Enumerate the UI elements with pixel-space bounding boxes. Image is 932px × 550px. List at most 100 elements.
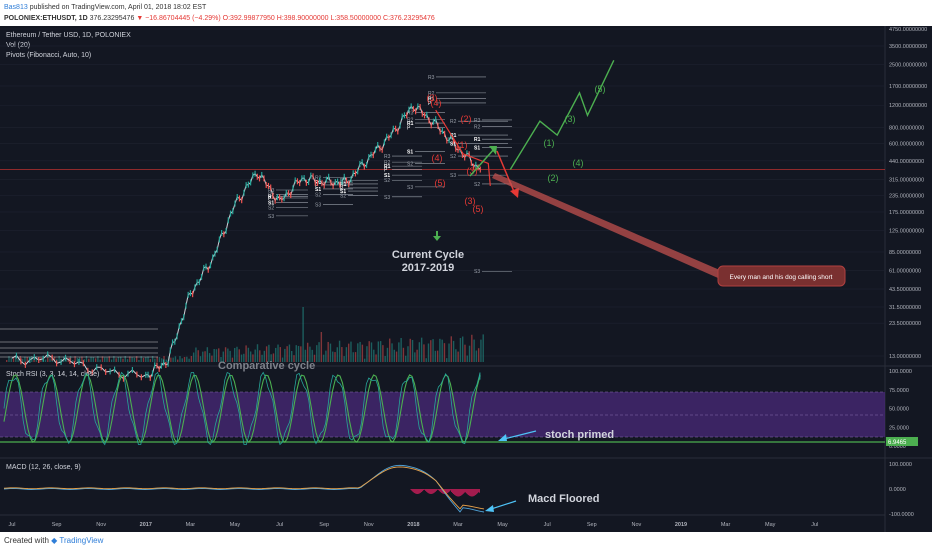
publish-line: Bas813 published on TradingView.com, Apr… xyxy=(4,3,206,13)
volume-bar xyxy=(90,356,92,362)
bull-wave-label: (5) xyxy=(595,84,606,94)
volume-bar xyxy=(284,348,286,362)
bear-wave-label: (3) xyxy=(465,196,476,206)
pivot-label: S2 xyxy=(268,205,274,211)
macd-hist-bar xyxy=(420,489,421,493)
stoch-tick-label: 75.0000 xyxy=(889,388,909,394)
price-series-line xyxy=(11,105,481,380)
volume-bar xyxy=(459,337,462,362)
volume-bar xyxy=(288,344,291,362)
volume-bar xyxy=(236,346,238,362)
macd-hist-bar xyxy=(419,489,420,494)
price-tick-label: 31.50000000 xyxy=(889,305,921,311)
volume-bar xyxy=(357,343,359,362)
footer-text: Created with ◆ TradingView xyxy=(4,536,104,545)
time-tick-label: 2018 xyxy=(407,522,419,528)
volume-bar xyxy=(126,359,129,362)
volume-bar xyxy=(240,354,243,362)
macd-hist-bar xyxy=(466,489,467,494)
volume-bar xyxy=(174,356,177,362)
time-axis: Jul Sep Nov 2017 Mar May Jul Sep Nov 2018 Mar May Ju… xyxy=(8,522,818,528)
macd-hist-bar xyxy=(452,489,453,494)
volume-bar xyxy=(94,358,97,362)
volume-bar xyxy=(338,340,341,362)
pivot-label: S1 xyxy=(268,200,274,206)
volume-bar xyxy=(33,359,35,362)
macd-hist-bar xyxy=(475,489,476,496)
volume-bar xyxy=(208,353,211,362)
price-tick-label: 4750.00000000 xyxy=(889,27,927,33)
macd-hist-bar xyxy=(432,489,433,494)
volume-bar xyxy=(268,344,270,362)
volume-bar xyxy=(261,354,263,362)
price-tick-label: 85.00000000 xyxy=(889,250,921,256)
volume-bar xyxy=(471,334,473,362)
volume-bar xyxy=(361,344,364,362)
volume-bar xyxy=(58,356,60,362)
volume-bar xyxy=(213,349,215,362)
volume-bar xyxy=(359,341,361,362)
bear-wave-label: (2) xyxy=(461,114,472,124)
volume-bar xyxy=(108,356,110,362)
author-link[interactable]: Bas813 xyxy=(4,4,28,11)
callout-text: Every man and his dog calling short xyxy=(730,274,833,281)
macd-hist-bar xyxy=(477,489,478,494)
volume-bar xyxy=(188,358,190,362)
volume-bar xyxy=(402,347,405,362)
volume-bar xyxy=(106,357,108,362)
stoch-axis: 100.0000 75.0000 50.0000 25.0000 0.0000 xyxy=(889,369,912,450)
macd-hist-bar xyxy=(454,489,455,495)
volume-bar xyxy=(473,339,475,362)
pivot-label: S2 xyxy=(315,192,321,198)
pivot-label: S1 xyxy=(407,150,413,156)
symbol-text: POLONIEX:ETHUSDT, 1D xyxy=(4,15,88,22)
pivot-label: R1 xyxy=(315,180,322,186)
macd-hist-bar xyxy=(430,489,431,494)
chart-area[interactable]: Ethereum / Tether USD, 1D, POLONIEX Vol … xyxy=(0,26,932,532)
stoch-k-line xyxy=(3,371,481,446)
volume-bar xyxy=(382,345,384,362)
volume-bar xyxy=(113,356,115,362)
volume-bar xyxy=(432,339,434,362)
volume-bar xyxy=(161,358,163,362)
pivot-label: S3 xyxy=(450,173,456,179)
volume-bar xyxy=(222,351,224,362)
chart-svg[interactable]: Ethereum / Tether USD, 1D, POLONIEX Vol … xyxy=(0,26,932,532)
macd-hist-bar xyxy=(457,489,458,497)
volume-bar xyxy=(418,342,421,362)
callout-arrow xyxy=(492,173,722,278)
pivot-label: S2 xyxy=(340,194,346,200)
pivot-label: R3 xyxy=(428,75,435,81)
price-tick-label: 235.00000000 xyxy=(889,194,924,200)
volume-bar xyxy=(15,356,17,362)
volume-bar xyxy=(279,347,281,362)
volume-bar xyxy=(293,355,295,362)
pivot-label: S1 xyxy=(315,187,321,193)
macd-title: MACD (12, 26, close, 9) xyxy=(6,464,81,471)
macd-hist-bar xyxy=(437,489,438,490)
stoch-tick-label: 0.0000 xyxy=(889,444,906,450)
pivot-label: R2 xyxy=(407,117,414,123)
macd-hist-bar xyxy=(447,489,448,494)
ohlc-text: O:392.99877950 H:398.90000000 L:358.5000… xyxy=(222,15,435,22)
volume-bar xyxy=(343,356,345,362)
pivot-label: R1 xyxy=(474,137,481,143)
volume-bar xyxy=(420,337,423,362)
pivot-label: P xyxy=(407,126,411,132)
volume-bar xyxy=(352,352,354,362)
macd-hist-bar xyxy=(423,489,424,491)
macd-hist-bar xyxy=(436,489,437,491)
volume-bar xyxy=(6,360,8,362)
volume-bar xyxy=(297,345,300,362)
volume-bar xyxy=(151,356,154,362)
volume-bar xyxy=(192,352,195,362)
tradingview-link[interactable]: ◆ TradingView xyxy=(51,536,104,545)
volume-bar xyxy=(156,356,158,362)
volume-bar xyxy=(97,356,99,362)
volume-bar xyxy=(177,359,179,362)
macd-histogram xyxy=(410,489,480,497)
pivot-label: R2 xyxy=(428,91,435,97)
price-tick-label: 440.00000000 xyxy=(889,159,924,165)
legend-pivots: Pivots (Fibonacci, Auto, 10) xyxy=(6,52,91,59)
bull-wave-label: (4) xyxy=(573,158,584,168)
